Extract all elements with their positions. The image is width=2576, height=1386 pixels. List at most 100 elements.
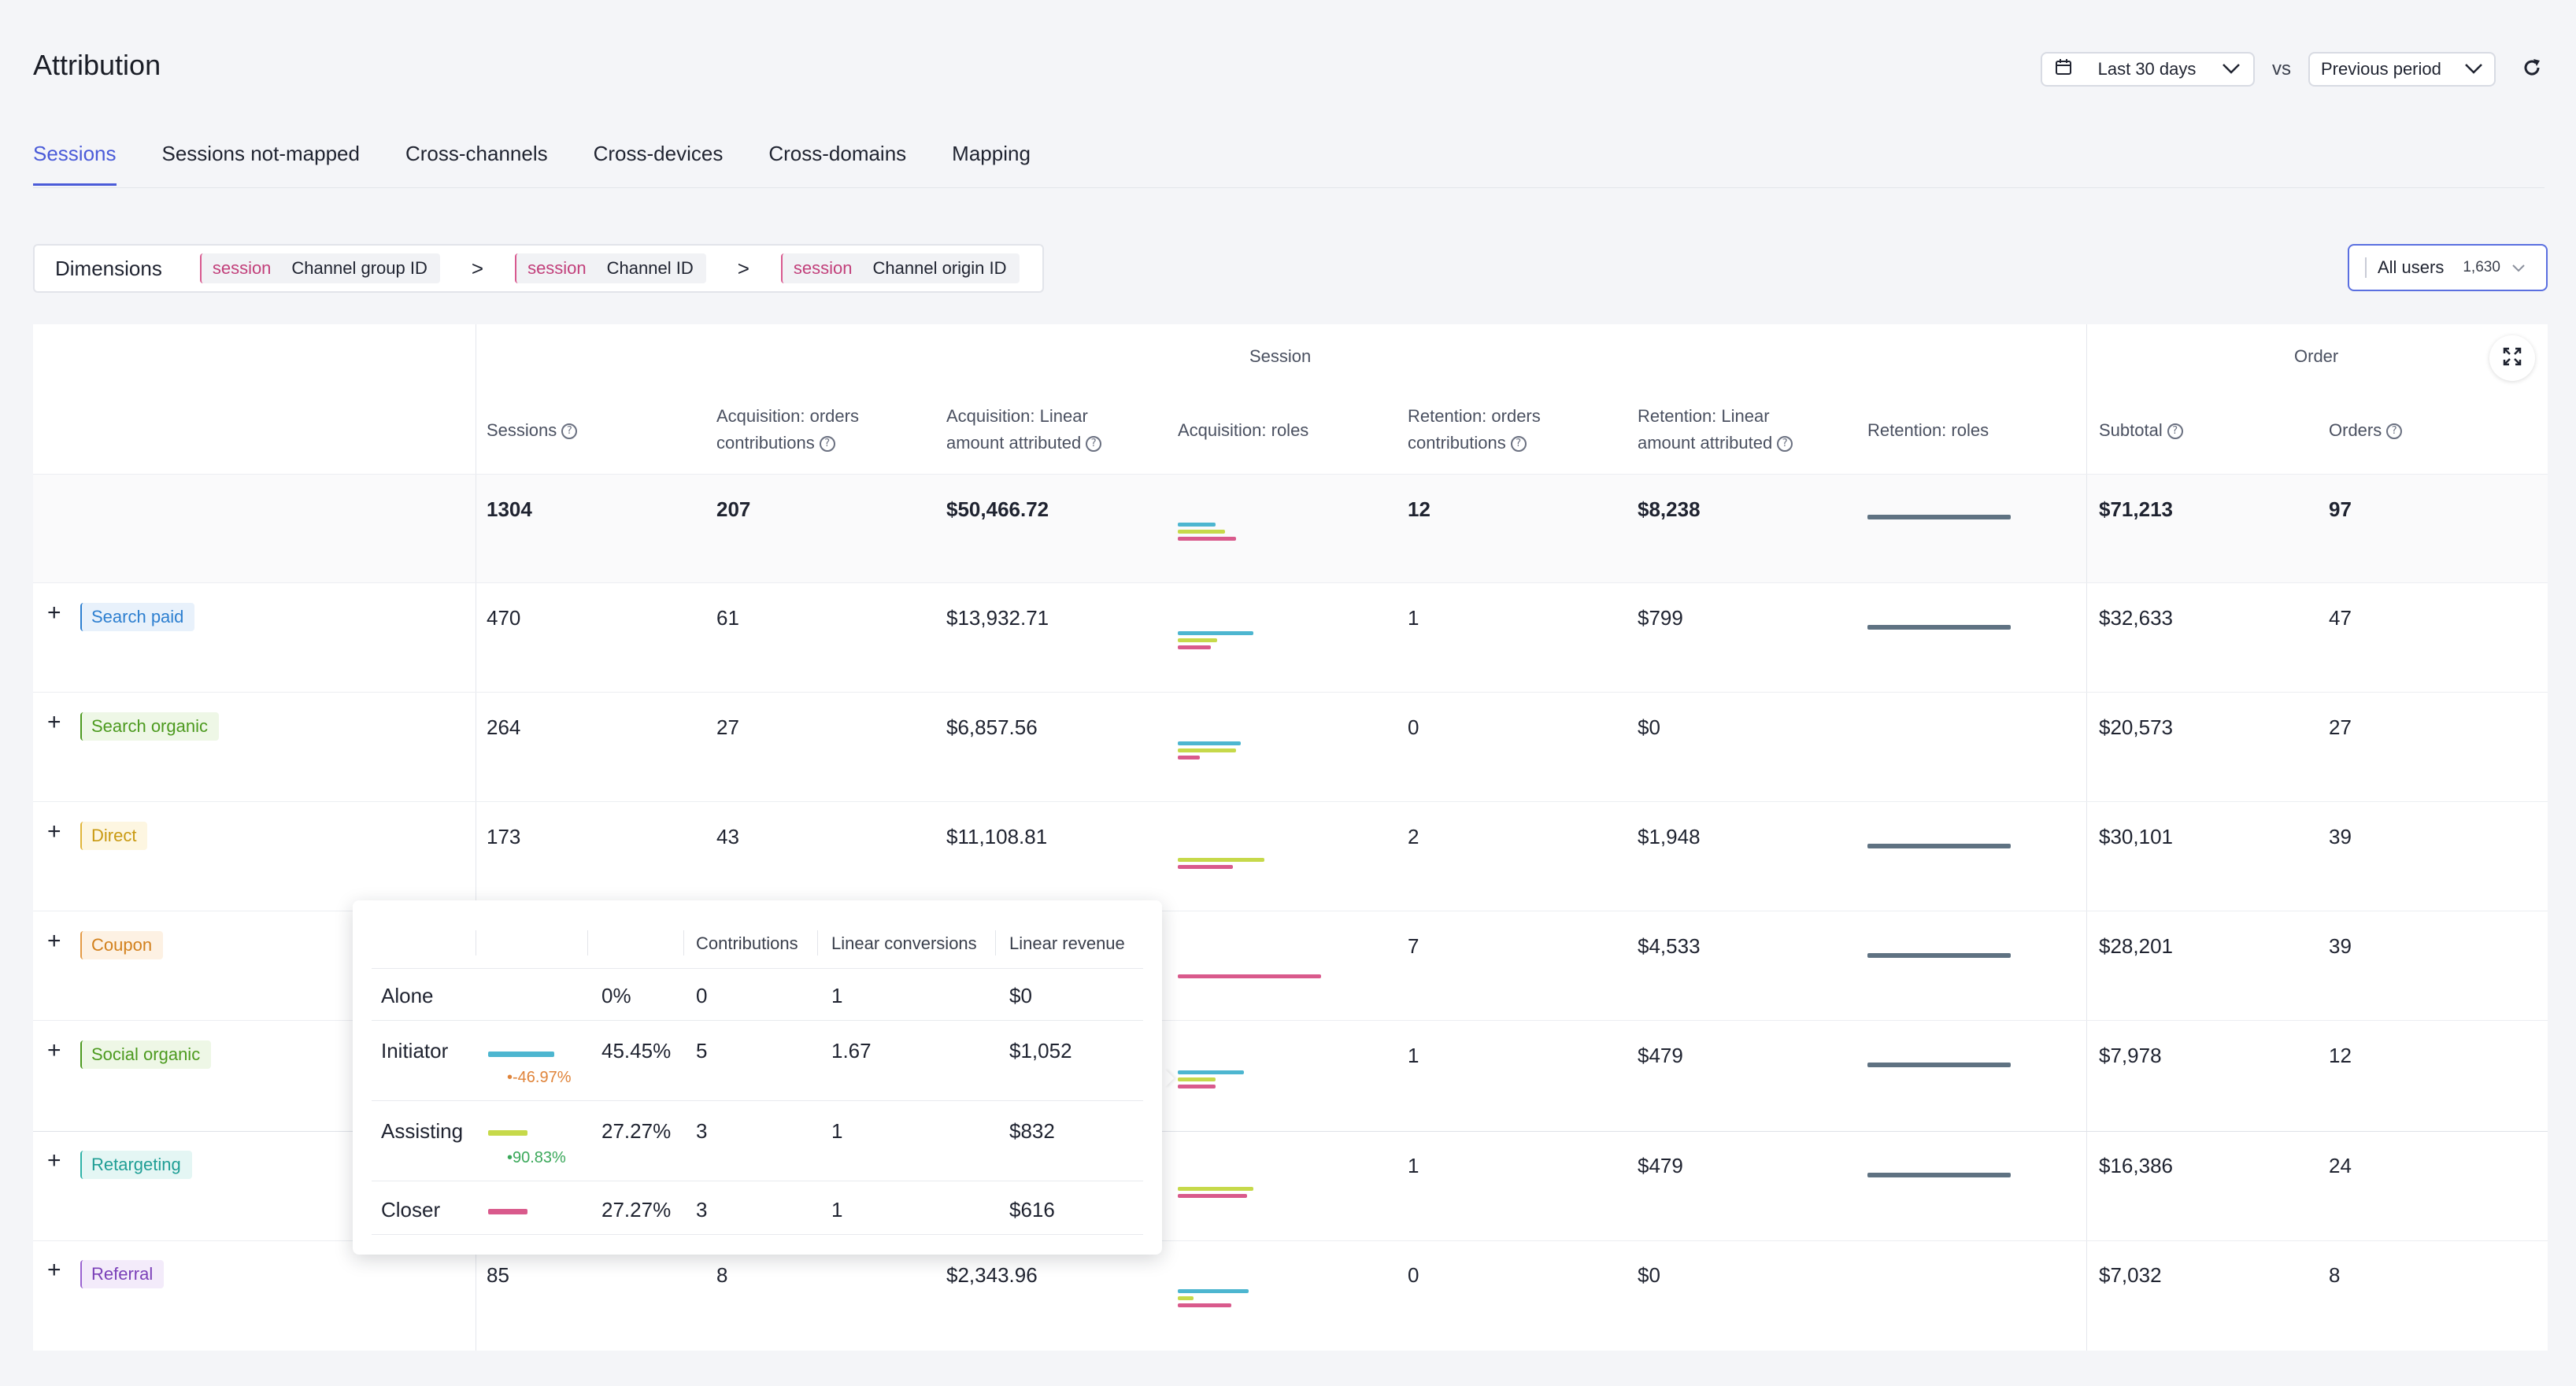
tab-mapping[interactable]: Mapping (952, 142, 1031, 165)
channel-tag[interactable]: Retargeting (80, 1151, 192, 1179)
popover-role: Alone (381, 984, 434, 1007)
popover-divider (372, 968, 1143, 969)
role-bar-initiator (1178, 1289, 1249, 1293)
date-range-picker[interactable]: Last 30 days (2041, 52, 2255, 87)
vs-label: vs (2272, 58, 2291, 79)
col-orders[interactable]: Orders? (2329, 417, 2403, 444)
expand-row-button[interactable]: + (47, 1037, 61, 1063)
popover-linear-conversions: 1 (831, 984, 843, 1007)
users-filter-count: 1,630 (2463, 259, 2500, 275)
compare-period-select[interactable]: Previous period (2308, 52, 2496, 87)
cell-ret-linear: $4,533 (1638, 934, 1701, 958)
cell-acq-orders: 27 (716, 715, 739, 739)
cell-ret-orders: 1 (1408, 1154, 1419, 1177)
col-acq-linear[interactable]: Acquisition: Linear amount attributed? (946, 403, 1102, 456)
col-label: amount attributed (1638, 433, 1773, 453)
popover-linear-revenue: $1,052 (1009, 1039, 1072, 1063)
retention-bar (1867, 844, 2011, 848)
col-sessions[interactable]: Sessions? (487, 417, 578, 444)
expand-row-button[interactable]: + (47, 1257, 61, 1283)
col-ret-linear[interactable]: Retention: Linear amount attributed? (1638, 403, 1793, 456)
cell-orders: 12 (2329, 1044, 2352, 1067)
channel-tag[interactable]: Search organic (80, 712, 219, 741)
tab-cross-devices[interactable]: Cross-devices (593, 142, 724, 165)
help-icon[interactable]: ? (2167, 423, 2183, 440)
cell-orders: 27 (2329, 715, 2352, 739)
expand-row-button[interactable]: + (47, 600, 61, 626)
popover-head-linear-revenue: Linear revenue (1009, 933, 1125, 953)
role-bar-assisting (1178, 748, 1236, 752)
channel-tag[interactable]: Social organic (80, 1040, 212, 1069)
cell-ret-linear: $1,948 (1638, 825, 1701, 848)
popover-col-sep (683, 930, 684, 955)
cell-orders: 39 (2329, 934, 2352, 958)
role-bar-assisting (1178, 1296, 1194, 1300)
dimensions-bar[interactable]: Dimensions session Channel group ID > se… (33, 244, 1044, 293)
col-label: Orders (2329, 420, 2382, 440)
dimension-chip-channel-origin[interactable]: session Channel origin ID (780, 253, 1020, 283)
popover-pct: 45.45% (601, 1039, 672, 1063)
help-icon[interactable]: ? (1777, 436, 1793, 453)
chip-scope: session (793, 258, 853, 278)
cell-ret-linear: $0 (1638, 1263, 1660, 1287)
refresh-icon (2521, 57, 2543, 83)
cell-ret-orders: 1 (1408, 1044, 1419, 1067)
tab-sessions-not-mapped[interactable]: Sessions not-mapped (161, 142, 360, 165)
channel-tag[interactable]: Coupon (80, 931, 164, 959)
col-label: contributions (1408, 433, 1506, 453)
tab-cross-channels[interactable]: Cross-channels (405, 142, 548, 165)
chip-name: Channel ID (606, 258, 694, 278)
help-icon[interactable]: ? (2386, 423, 2403, 440)
popover-role: Initiator (381, 1039, 449, 1063)
retention-bar (1867, 1063, 2011, 1067)
dimension-chip-channel-group[interactable]: session Channel group ID (199, 253, 440, 283)
popover-contributions: 3 (696, 1119, 708, 1143)
popover-linear-revenue: $0 (1009, 984, 1032, 1007)
popover-pct: 0% (601, 984, 631, 1007)
popover-divider (372, 1234, 1143, 1235)
help-icon[interactable]: ? (819, 436, 835, 453)
col-acq-roles[interactable]: Acquisition: roles (1178, 420, 1309, 440)
users-filter-select[interactable]: All users 1,630 (2348, 244, 2548, 291)
expand-table-button[interactable] (2489, 335, 2535, 381)
tab-bar: Sessions Sessions not-mapped Cross-chann… (33, 142, 1076, 186)
tab-cross-domains[interactable]: Cross-domains (768, 142, 907, 165)
cell-acq-linear: $6,857.56 (946, 715, 1038, 739)
chip-name: Channel origin ID (872, 258, 1007, 278)
help-icon[interactable]: ? (1086, 436, 1102, 453)
dimension-separator: > (737, 256, 749, 280)
row-divider (33, 1020, 2548, 1021)
total-orders: 97 (2329, 497, 2352, 521)
expand-row-button[interactable]: + (47, 928, 61, 954)
help-icon[interactable]: ? (561, 423, 578, 440)
col-acq-orders[interactable]: Acquisition: orders contributions? (716, 403, 859, 456)
role-bar-assisting (1178, 1077, 1216, 1081)
channel-tag[interactable]: Direct (80, 822, 148, 850)
col-label: contributions (716, 433, 815, 453)
cell-acq-orders: 8 (716, 1263, 728, 1287)
channel-tag[interactable]: Search paid (80, 603, 195, 631)
cell-orders: 8 (2329, 1263, 2341, 1287)
popover-contributions: 3 (696, 1198, 708, 1222)
expand-row-button[interactable]: + (47, 819, 61, 845)
channel-tag[interactable]: Referral (80, 1260, 165, 1288)
cell-acq-linear: $11,108.81 (946, 825, 1048, 848)
expand-row-button[interactable]: + (47, 709, 61, 735)
row-divider (33, 582, 2548, 583)
dimension-chip-channel[interactable]: session Channel ID (515, 253, 706, 283)
col-label: amount attributed (946, 433, 1082, 453)
role-bar-closer (1178, 756, 1200, 760)
expand-row-button[interactable]: + (47, 1148, 61, 1173)
tab-sessions[interactable]: Sessions (33, 142, 117, 186)
group-header-session: Session (1249, 346, 1312, 366)
role-bar-closer (1178, 1303, 1231, 1307)
refresh-button[interactable] (2516, 54, 2548, 85)
chip-scope: session (212, 258, 272, 278)
cell-acq-orders: 43 (716, 825, 739, 848)
col-subtotal[interactable]: Subtotal? (2099, 417, 2183, 444)
col-ret-orders[interactable]: Retention: orders contributions? (1408, 403, 1541, 456)
column-divider (2086, 324, 2087, 1351)
col-ret-roles[interactable]: Retention: roles (1867, 420, 1989, 440)
help-icon[interactable]: ? (1510, 436, 1527, 453)
cell-subtotal: $28,201 (2099, 934, 2173, 958)
